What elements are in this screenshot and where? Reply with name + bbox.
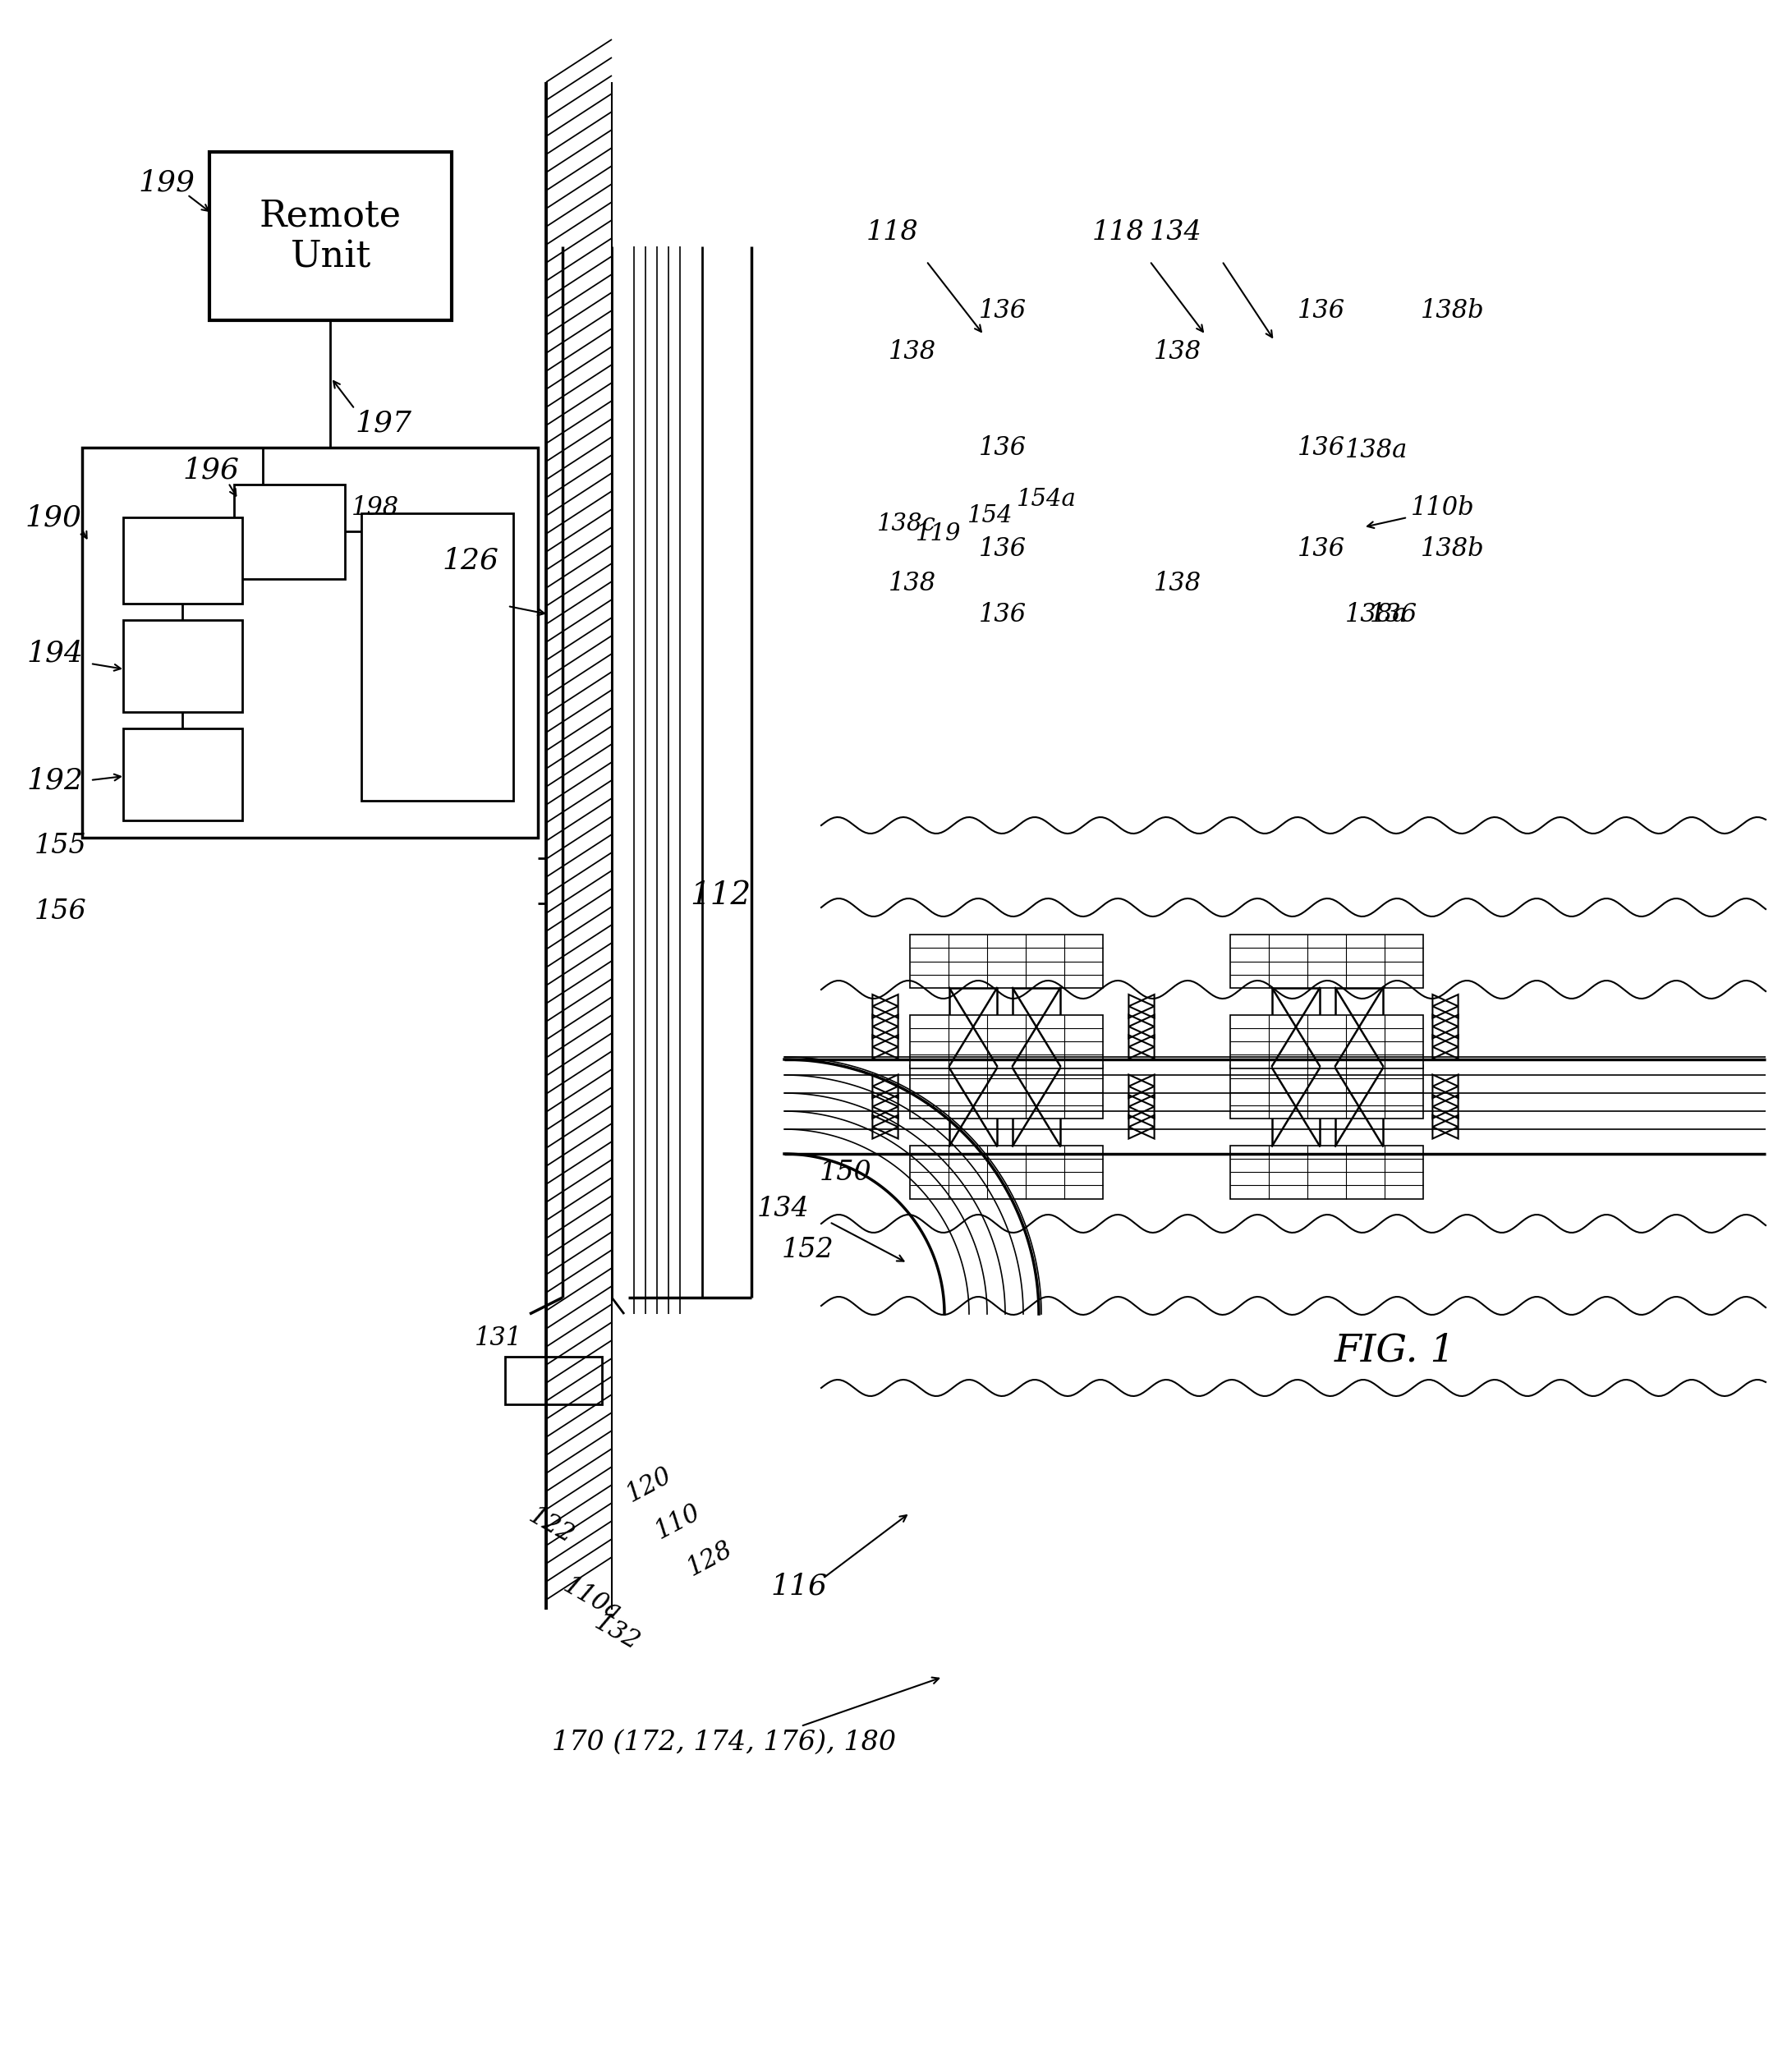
Text: 134: 134 xyxy=(1149,220,1203,247)
Text: 136: 136 xyxy=(979,435,1028,460)
Text: 122: 122 xyxy=(524,1502,577,1550)
Bar xyxy=(234,485,345,578)
Text: 112: 112 xyxy=(690,881,751,910)
Text: 194: 194 xyxy=(27,638,82,667)
Text: 136: 136 xyxy=(979,537,1028,562)
Text: 120: 120 xyxy=(622,1463,677,1506)
Text: 128: 128 xyxy=(683,1535,738,1581)
Text: 136: 136 xyxy=(1297,537,1346,562)
Text: 190: 190 xyxy=(25,503,80,530)
Text: 118: 118 xyxy=(1092,220,1145,247)
Bar xyxy=(1335,1067,1383,1146)
Text: 156: 156 xyxy=(34,899,88,924)
Bar xyxy=(910,934,1103,988)
Text: 110a: 110a xyxy=(558,1573,625,1627)
Text: 152: 152 xyxy=(781,1237,835,1264)
Text: 138b: 138b xyxy=(1421,537,1485,562)
Text: 131: 131 xyxy=(475,1326,522,1351)
Text: 136: 136 xyxy=(1297,435,1346,460)
Bar xyxy=(910,1015,1103,1067)
Text: 136: 136 xyxy=(979,298,1028,323)
Text: 198: 198 xyxy=(352,495,399,520)
Text: 199: 199 xyxy=(138,168,195,197)
Bar xyxy=(1272,1067,1321,1146)
Text: 110: 110 xyxy=(650,1500,706,1544)
Text: 138: 138 xyxy=(888,570,936,597)
Text: Remote
Unit: Remote Unit xyxy=(259,197,402,274)
Text: 110b: 110b xyxy=(1412,495,1474,520)
Text: 196: 196 xyxy=(182,456,239,483)
Text: 192: 192 xyxy=(27,767,82,794)
Bar xyxy=(1229,1146,1422,1198)
Text: 170 (172, 174, 176), 180: 170 (172, 174, 176), 180 xyxy=(552,1730,895,1755)
Bar xyxy=(123,518,243,603)
Text: 138: 138 xyxy=(1154,338,1201,365)
Text: 118: 118 xyxy=(867,220,919,247)
Text: 154a: 154a xyxy=(1017,487,1076,512)
Text: 126: 126 xyxy=(441,547,499,574)
Text: 150: 150 xyxy=(820,1160,872,1185)
Text: 154: 154 xyxy=(967,503,1013,526)
Text: 138b: 138b xyxy=(1421,298,1485,323)
Bar xyxy=(1013,988,1060,1065)
Text: 116: 116 xyxy=(770,1573,827,1600)
Bar xyxy=(910,1065,1103,1119)
Bar xyxy=(361,514,513,800)
Bar xyxy=(1335,988,1383,1065)
Bar xyxy=(506,1357,602,1405)
Bar xyxy=(123,729,243,821)
Text: 134: 134 xyxy=(758,1196,810,1222)
Text: 138: 138 xyxy=(888,338,936,365)
Text: 155: 155 xyxy=(34,833,88,860)
Bar xyxy=(209,151,452,321)
Text: 138a: 138a xyxy=(1346,601,1408,628)
Bar xyxy=(1229,1065,1422,1119)
Bar xyxy=(123,620,243,713)
Bar xyxy=(82,448,538,837)
Bar xyxy=(1272,988,1321,1065)
Bar xyxy=(949,988,997,1065)
Text: 119: 119 xyxy=(915,522,961,545)
Bar xyxy=(910,1146,1103,1198)
Bar xyxy=(949,1067,997,1146)
Text: 138c: 138c xyxy=(877,512,936,535)
Bar xyxy=(1013,1067,1060,1146)
Bar xyxy=(1229,934,1422,988)
Text: 136: 136 xyxy=(979,601,1028,628)
Bar xyxy=(1229,1015,1422,1067)
Text: 132: 132 xyxy=(590,1610,643,1656)
Text: 138: 138 xyxy=(1154,570,1201,597)
Text: 136: 136 xyxy=(1297,298,1346,323)
Text: 138a: 138a xyxy=(1346,437,1408,462)
Text: 197: 197 xyxy=(356,408,411,437)
Text: FIG. 1: FIG. 1 xyxy=(1335,1332,1456,1370)
Text: 136: 136 xyxy=(1371,601,1417,628)
